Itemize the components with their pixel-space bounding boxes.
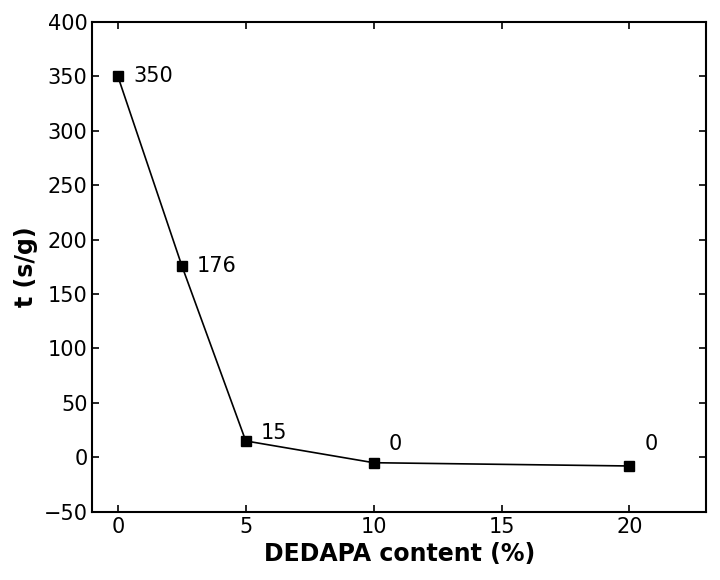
Text: 0: 0 xyxy=(644,434,658,454)
Text: 350: 350 xyxy=(133,66,173,86)
X-axis label: DEDAPA content (%): DEDAPA content (%) xyxy=(264,542,535,566)
Text: 15: 15 xyxy=(261,423,287,443)
Text: 0: 0 xyxy=(389,434,402,454)
Y-axis label: t (s/g): t (s/g) xyxy=(14,226,38,307)
Text: 176: 176 xyxy=(197,256,237,276)
